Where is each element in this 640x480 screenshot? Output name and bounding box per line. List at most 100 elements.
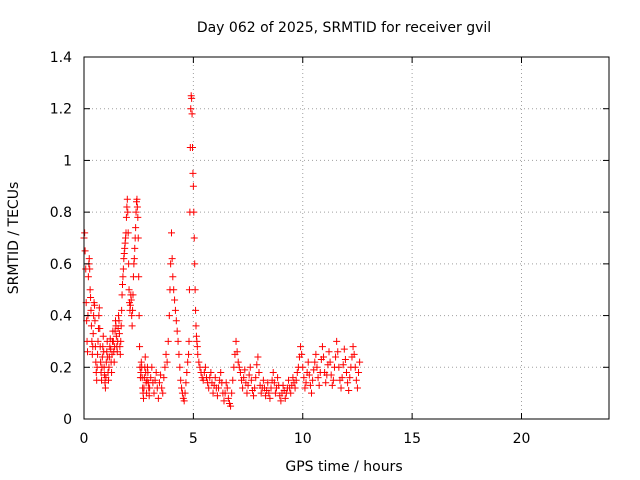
data-point — [259, 376, 267, 384]
data-point — [187, 105, 195, 113]
data-point — [99, 332, 107, 340]
data-point — [177, 376, 185, 384]
data-point — [314, 374, 322, 382]
data-point — [270, 379, 278, 387]
x-axis-label: GPS time / hours — [285, 459, 402, 475]
data-point — [340, 345, 348, 353]
data-point — [117, 322, 125, 330]
data-point — [266, 394, 274, 402]
data-point — [147, 374, 155, 382]
data-point — [244, 381, 252, 389]
x-tick-label: 10 — [294, 431, 312, 447]
data-point — [281, 394, 289, 402]
data-point — [345, 387, 353, 395]
data-point — [159, 389, 167, 397]
data-point — [119, 281, 126, 289]
data-point — [292, 376, 300, 384]
data-point — [86, 286, 94, 294]
data-point — [334, 348, 342, 356]
data-point — [335, 363, 343, 371]
data-point — [129, 291, 137, 299]
y-tick-label: 0.6 — [50, 257, 72, 273]
data-point — [135, 312, 143, 320]
data-point — [298, 350, 306, 358]
data-point — [344, 379, 352, 387]
data-point — [173, 327, 181, 335]
data-point — [176, 363, 184, 371]
data-point — [169, 273, 177, 281]
data-point — [251, 384, 259, 392]
data-point — [94, 337, 102, 345]
y-tick-label: 1.2 — [50, 102, 72, 118]
data-point — [145, 392, 153, 400]
data-point — [193, 343, 201, 351]
chart-title: Day 062 of 2025, SRMTID for receiver gvi… — [197, 20, 491, 36]
data-point — [163, 358, 171, 366]
data-point — [172, 317, 180, 325]
data-point — [148, 363, 156, 371]
data-point — [257, 389, 265, 397]
data-point — [160, 374, 168, 382]
data-point — [320, 353, 328, 361]
data-point — [180, 397, 188, 405]
data-point — [333, 337, 341, 345]
data-point — [338, 374, 346, 382]
data-point — [123, 203, 131, 211]
data-point — [308, 389, 315, 397]
data-point — [213, 392, 221, 400]
data-point — [236, 368, 244, 376]
data-point — [233, 348, 241, 356]
data-point — [200, 368, 208, 376]
data-point — [229, 376, 237, 384]
data-point — [224, 394, 232, 402]
data-point — [277, 397, 285, 405]
data-point — [326, 358, 334, 366]
x-tick-label: 15 — [403, 431, 421, 447]
data-point — [297, 343, 305, 351]
y-tick-label: 1.4 — [50, 50, 72, 66]
x-tick-label: 5 — [189, 431, 198, 447]
data-point — [190, 208, 198, 216]
data-point — [118, 306, 126, 314]
data-point — [189, 169, 197, 177]
data-point — [108, 368, 116, 376]
data-point — [301, 384, 309, 392]
data-point — [241, 366, 249, 374]
data-point — [95, 312, 103, 320]
data-point — [194, 350, 202, 358]
data-point — [87, 293, 95, 301]
data-point — [291, 384, 299, 392]
data-point — [128, 312, 136, 320]
data-point — [161, 363, 169, 371]
data-point — [133, 203, 141, 211]
data-point — [190, 234, 198, 242]
y-tick-label: 0.2 — [50, 360, 72, 376]
y-tick-label: 0 — [63, 412, 72, 428]
data-point — [221, 389, 229, 397]
axis-ticks — [83, 56, 609, 420]
data-point — [150, 389, 158, 397]
data-point — [337, 384, 345, 392]
data-point — [318, 343, 326, 351]
data-point — [239, 384, 247, 392]
data-point — [118, 291, 126, 299]
data-point — [133, 195, 141, 203]
data-point — [327, 371, 335, 379]
data-point — [110, 358, 118, 366]
data-point — [81, 229, 89, 237]
data-point — [91, 301, 98, 309]
data-point — [246, 363, 254, 371]
data-point — [91, 317, 99, 325]
data-point — [220, 397, 228, 405]
data-point — [215, 384, 223, 392]
data-point — [81, 247, 89, 255]
data-point — [271, 389, 279, 397]
data-point — [134, 234, 142, 242]
data-point — [105, 376, 112, 384]
data-point — [223, 384, 231, 392]
data-point — [351, 363, 359, 371]
data-point — [322, 379, 330, 387]
data-point — [182, 379, 190, 387]
data-point — [205, 384, 213, 392]
